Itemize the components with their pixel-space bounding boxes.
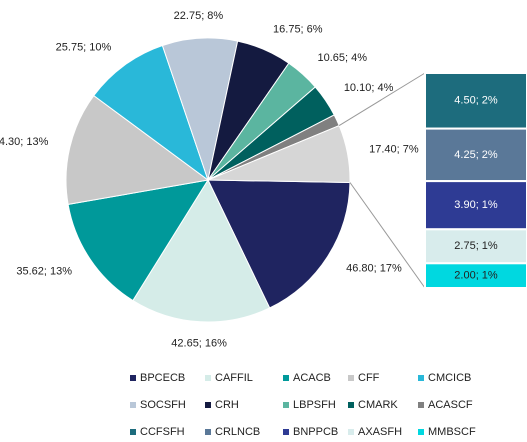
- data-label: 10.10; 4%: [344, 82, 394, 94]
- legend-label: SOCSFH: [140, 399, 186, 411]
- pie-slice: [207, 179, 351, 309]
- legend-label: CFF: [358, 372, 380, 384]
- data-label: 46.80; 17%: [346, 262, 402, 274]
- connector: [349, 182, 426, 289]
- data-label: 4.50; 2%: [454, 95, 498, 107]
- data-label: 10.65; 4%: [317, 52, 367, 64]
- legend-label: ACASCF: [428, 399, 473, 411]
- legend-label: AXASFH: [358, 426, 402, 437]
- legend-label: CRH: [215, 399, 239, 411]
- legend-label: CAFFIL: [215, 372, 253, 384]
- legend-swatch: [348, 402, 354, 408]
- data-label: 3.90; 1%: [454, 199, 498, 211]
- legend-swatch: [418, 375, 424, 381]
- legend-label: BPCECB: [140, 372, 185, 384]
- legend-label: CCFSFH: [140, 426, 185, 437]
- data-label: 2.00; 1%: [454, 270, 498, 282]
- bar-segment: [424, 262, 527, 289]
- pie-slice: [207, 124, 351, 183]
- pie-slice: [93, 44, 209, 182]
- legend-swatch: [418, 429, 424, 435]
- data-label: 35.62; 13%: [16, 266, 72, 278]
- legend-label: LBPSFH: [293, 399, 336, 411]
- data-label: 2.75; 1%: [454, 240, 498, 252]
- pie-slice: [65, 94, 210, 206]
- data-label: 34.30; 13%: [0, 136, 49, 148]
- data-label: 4.25; 2%: [454, 149, 498, 161]
- legend-swatch: [205, 375, 211, 381]
- pie-slice: [132, 178, 271, 323]
- bar-segment: [424, 180, 527, 231]
- connector: [338, 72, 426, 127]
- legend-swatch: [348, 375, 354, 381]
- legend-label: CMARK: [358, 399, 398, 411]
- legend-swatch: [283, 429, 289, 435]
- legend-label: ACACB: [293, 372, 331, 384]
- data-label: 42.65; 16%: [171, 338, 227, 350]
- legend-swatch: [205, 402, 211, 408]
- legend-swatch: [205, 429, 211, 435]
- data-label: 16.75; 6%: [273, 23, 323, 35]
- legend-label: CRLNCB: [215, 426, 260, 437]
- legend-swatch: [130, 429, 136, 435]
- bar-segment: [424, 72, 527, 130]
- legend-swatch: [418, 402, 424, 408]
- data-label: 22.75; 8%: [174, 10, 224, 22]
- legend-label: CMCICB: [428, 372, 471, 384]
- legend-swatch: [283, 402, 289, 408]
- legend-label: BNPPCB: [293, 426, 338, 437]
- legend-label: MMBSCF: [428, 426, 476, 437]
- bar-segment: [424, 127, 527, 183]
- legend-swatch: [283, 375, 289, 381]
- legend-swatch: [130, 375, 136, 381]
- data-label: 17.40; 7%: [369, 143, 419, 155]
- legend-swatch: [348, 429, 354, 435]
- bar-segment: [424, 228, 527, 265]
- legend-swatch: [130, 402, 136, 408]
- pie-slice: [67, 179, 210, 302]
- data-label: 25.75; 10%: [56, 41, 112, 53]
